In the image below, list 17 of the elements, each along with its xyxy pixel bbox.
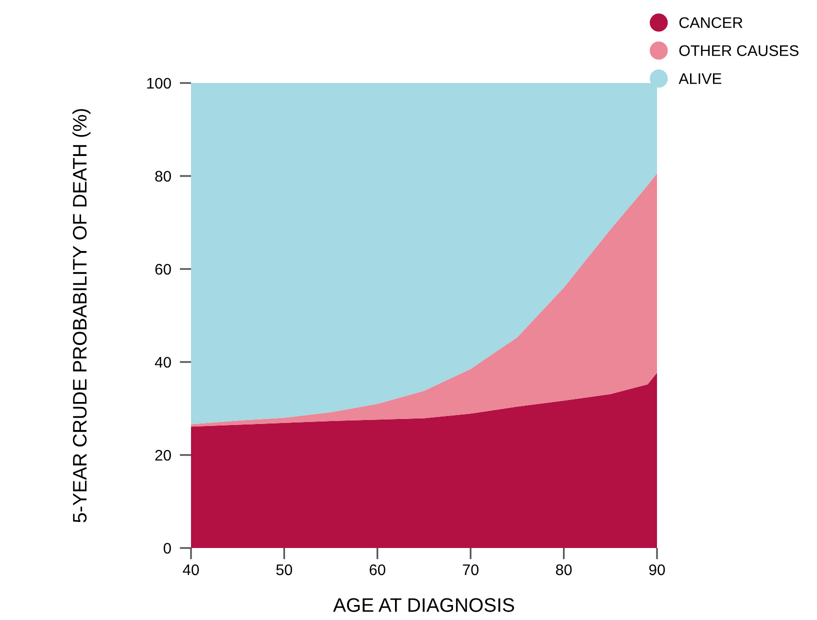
y-tick-label: 0 <box>164 542 171 554</box>
x-tick-label: 70 <box>462 564 478 576</box>
y-tick-label: 60 <box>155 264 171 275</box>
y-tick-label: 40 <box>154 356 171 368</box>
y-axis-title: 5-YEAR CRUDE PROBABILITY OF DEATH (%) <box>72 109 91 522</box>
x-tick-label: 90 <box>649 564 665 576</box>
y-tick-label: 20 <box>155 450 171 461</box>
y-tick-label: 80 <box>155 170 171 182</box>
x-tick-label: 60 <box>370 564 386 576</box>
x-tick-label: 40 <box>182 564 199 576</box>
series-label: ALIVE <box>678 73 722 84</box>
x-tick-label: 80 <box>556 564 572 576</box>
x-axis-title: AGE AT DIAGNOSIS <box>333 598 514 612</box>
legend-label: OTHER CAUSES <box>679 45 798 56</box>
legend-label: CANCER <box>679 17 742 28</box>
y-tick-label: 100 <box>147 78 171 89</box>
x-tick-label: 50 <box>276 564 292 576</box>
